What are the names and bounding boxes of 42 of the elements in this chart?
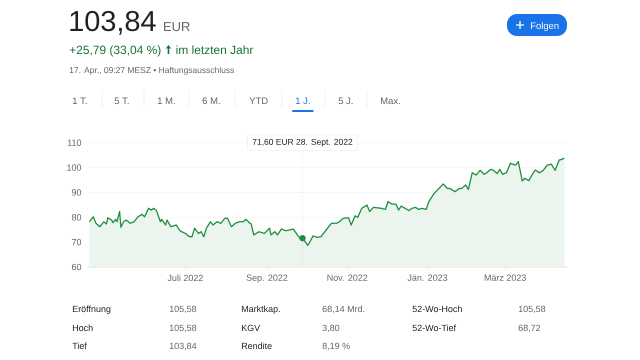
text: 1 T. [72, 97, 87, 104]
text: EUR [164, 22, 190, 32]
y-tick-label: 90 [72, 189, 82, 196]
text: 17. Apr., 09:27 MESZ • Haftungsausschluss [70, 66, 234, 75]
text: 1 M. [158, 97, 175, 104]
x-tick-label: Juli 2022 [168, 274, 203, 282]
annotation: 71,60 EUR 28. Sept. 2022 [252, 138, 352, 147]
text: Max. [380, 97, 400, 104]
y-tick-label: 100 [67, 164, 82, 171]
text: 5 T. [114, 97, 129, 104]
y-tick-label: 70 [72, 238, 82, 246]
text: Hoch [72, 324, 93, 332]
text: 8,19 % [322, 342, 350, 350]
x-tick-label: Sep. 2022 [246, 274, 288, 283]
x-tick-label: Nov. 2022 [327, 274, 368, 281]
text: 1 J. [296, 97, 310, 104]
text: +25,79 (33,04 %) [70, 45, 160, 56]
text: 3,80 [322, 324, 340, 332]
text: Folgen [530, 22, 559, 31]
x-tick-label: März 2023 [484, 274, 526, 281]
x-tick-label: Jän. 2023 [408, 274, 448, 281]
text: 6 M. [202, 97, 220, 104]
text: 68,72 [518, 324, 540, 332]
text: 68,14 Mrd. [322, 306, 364, 314]
text: im letzten Jahr [176, 45, 254, 54]
text: 105,58 [170, 324, 196, 332]
text: 105,58 [518, 306, 546, 314]
y-tick-label: 80 [72, 214, 82, 220]
text: KGV [242, 324, 260, 332]
text: 105,58 [170, 306, 196, 314]
text: Eröffnung [72, 306, 110, 314]
y-tick-label: 60 [72, 264, 82, 270]
text: Rendite [242, 342, 272, 350]
text: 52-Wo-Hoch [412, 306, 462, 312]
text: 5 J. [338, 97, 353, 104]
text: 103,84 [170, 342, 196, 350]
chart-title: 103,84 [70, 10, 156, 35]
text: Marktkap. [242, 306, 280, 314]
y-tick-label: 110 [68, 140, 82, 146]
text: 52-Wo-Tief [412, 324, 456, 332]
text: YTD [249, 97, 268, 104]
text: Tief [72, 342, 87, 350]
